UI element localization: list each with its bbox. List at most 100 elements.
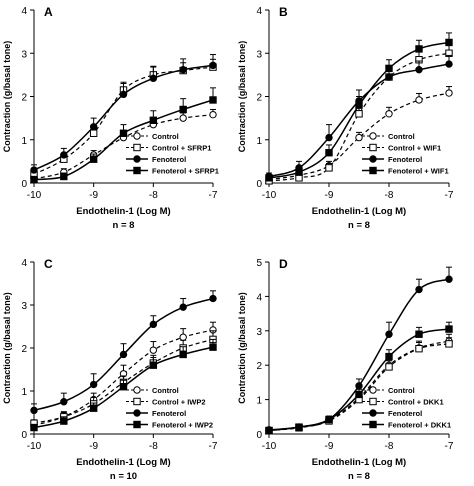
- panel-label: B: [279, 5, 288, 19]
- x-tick-label: -9: [89, 441, 98, 452]
- data-point: [89, 404, 98, 412]
- data-point: [89, 155, 98, 163]
- legend-label: Fenoterol: [152, 155, 186, 164]
- y-tick-label: 0: [256, 179, 262, 190]
- x-tick-label: -8: [385, 190, 394, 201]
- panel-b: 0 1 2 3 4 -10 -9 -8 -7 B Contraction (g/basal tone…: [237, 5, 454, 231]
- data-point: [149, 116, 158, 124]
- data-point: [149, 361, 158, 369]
- x-axis-title: Endothelin-1 (Log M): [312, 457, 406, 468]
- x-tick-label: -7: [445, 441, 454, 452]
- data-point: [89, 129, 98, 137]
- series-filled-square: [30, 338, 217, 432]
- panel-label: A: [44, 5, 53, 19]
- y-tick-label: 2: [21, 344, 27, 355]
- panel-a: 0 1 2 3 4 -10 -9 -8 -7 A Contraction (g/basal tone…: [2, 5, 219, 231]
- legend-label: Fenoterol + SFRP1: [152, 167, 219, 176]
- legend-label: Fenoterol + WIF1: [388, 167, 449, 176]
- legend: Control Control + WIF1 Fenoterol Fenoterol …: [362, 132, 449, 176]
- data-point: [385, 110, 393, 118]
- data-point: [385, 363, 393, 371]
- data-point: [89, 380, 98, 389]
- data-point: [385, 73, 393, 81]
- data-point: [415, 344, 423, 353]
- legend-label: Control + WIF1: [388, 144, 441, 153]
- legend-marker: [133, 420, 141, 429]
- data-point: [325, 415, 333, 424]
- y-axis-title: Contraction (g/basal tone): [237, 292, 247, 404]
- series-filled-circle: [30, 54, 217, 174]
- y-tick-label: 3: [21, 49, 27, 60]
- y-tick-label: 4: [256, 292, 262, 303]
- legend: Control Control + SFRP1 Fenoterol Fenoterol…: [126, 132, 219, 176]
- x-tick-label: -9: [89, 190, 98, 201]
- data-point: [209, 294, 217, 303]
- x-tick-label: -7: [209, 190, 218, 201]
- data-point: [89, 123, 98, 131]
- y-axis-title: Contraction (g/basal tone): [237, 41, 247, 153]
- data-point: [385, 330, 393, 338]
- legend-marker: [369, 397, 377, 406]
- series-filled-square: [265, 321, 453, 435]
- legend-marker: [369, 409, 377, 417]
- data-point: [209, 96, 217, 104]
- x-tick-label: -8: [385, 441, 394, 452]
- x-tick-label: -8: [149, 441, 158, 452]
- x-axis-title: Endothelin-1 (Log M): [76, 457, 170, 468]
- legend-marker: [133, 386, 141, 394]
- data-point: [265, 426, 273, 435]
- data-point: [209, 343, 217, 351]
- x-axis-title: Endothelin-1 (Log M): [312, 206, 406, 217]
- n-label: n = 8: [348, 220, 370, 231]
- x-tick-label: -9: [325, 441, 334, 452]
- y-tick-label: 1: [21, 387, 27, 398]
- legend-label: Fenoterol: [388, 409, 422, 418]
- legend-marker: [133, 166, 141, 175]
- data-point: [60, 398, 68, 406]
- data-point: [415, 330, 423, 338]
- series-open-circle: [30, 321, 217, 430]
- legend-marker: [369, 155, 377, 163]
- y-tick-label: 2: [256, 93, 262, 104]
- y-tick-label: 1: [256, 396, 262, 407]
- data-point: [355, 133, 363, 142]
- data-point: [385, 64, 393, 73]
- data-point: [60, 151, 68, 159]
- data-point: [445, 325, 453, 333]
- y-tick-label: 0: [256, 430, 262, 441]
- legend-marker: [133, 143, 141, 152]
- y-tick-label: 1: [21, 136, 27, 147]
- x-tick-label: -7: [445, 190, 454, 201]
- n-label: n = 10: [110, 471, 137, 482]
- data-point: [179, 105, 187, 114]
- x-tick-label: -10: [27, 190, 42, 201]
- legend-label: Fenoterol: [152, 409, 186, 418]
- data-point: [445, 38, 453, 47]
- x-tick-label: -10: [262, 190, 277, 201]
- y-tick-label: 0: [21, 430, 27, 441]
- series-open-square: [265, 43, 453, 185]
- y-tick-label: 2: [256, 361, 262, 372]
- data-point: [149, 346, 158, 354]
- data-point: [30, 423, 38, 432]
- legend-marker: [369, 143, 377, 152]
- y-tick-label: 3: [256, 327, 262, 338]
- panel-label: C: [44, 257, 53, 271]
- data-point: [415, 96, 423, 104]
- legend-label: Control: [152, 132, 179, 141]
- y-tick-label: 1: [256, 136, 262, 147]
- panel-label: D: [279, 257, 288, 271]
- data-point: [355, 101, 363, 109]
- series-filled-square: [30, 87, 217, 184]
- panel-c: 0 1 2 3 4 -10 -9 -8 -7 C Contraction (g/basal tone…: [2, 257, 218, 482]
- data-point: [445, 340, 453, 348]
- data-point: [179, 114, 187, 122]
- legend-label: Control: [388, 386, 415, 395]
- series-filled-circle: [265, 54, 453, 181]
- data-point: [30, 175, 38, 184]
- x-tick-label: -8: [149, 190, 158, 201]
- data-point: [445, 275, 453, 283]
- legend-marker: [369, 386, 377, 394]
- y-tick-label: 4: [21, 258, 27, 269]
- data-point: [415, 285, 423, 294]
